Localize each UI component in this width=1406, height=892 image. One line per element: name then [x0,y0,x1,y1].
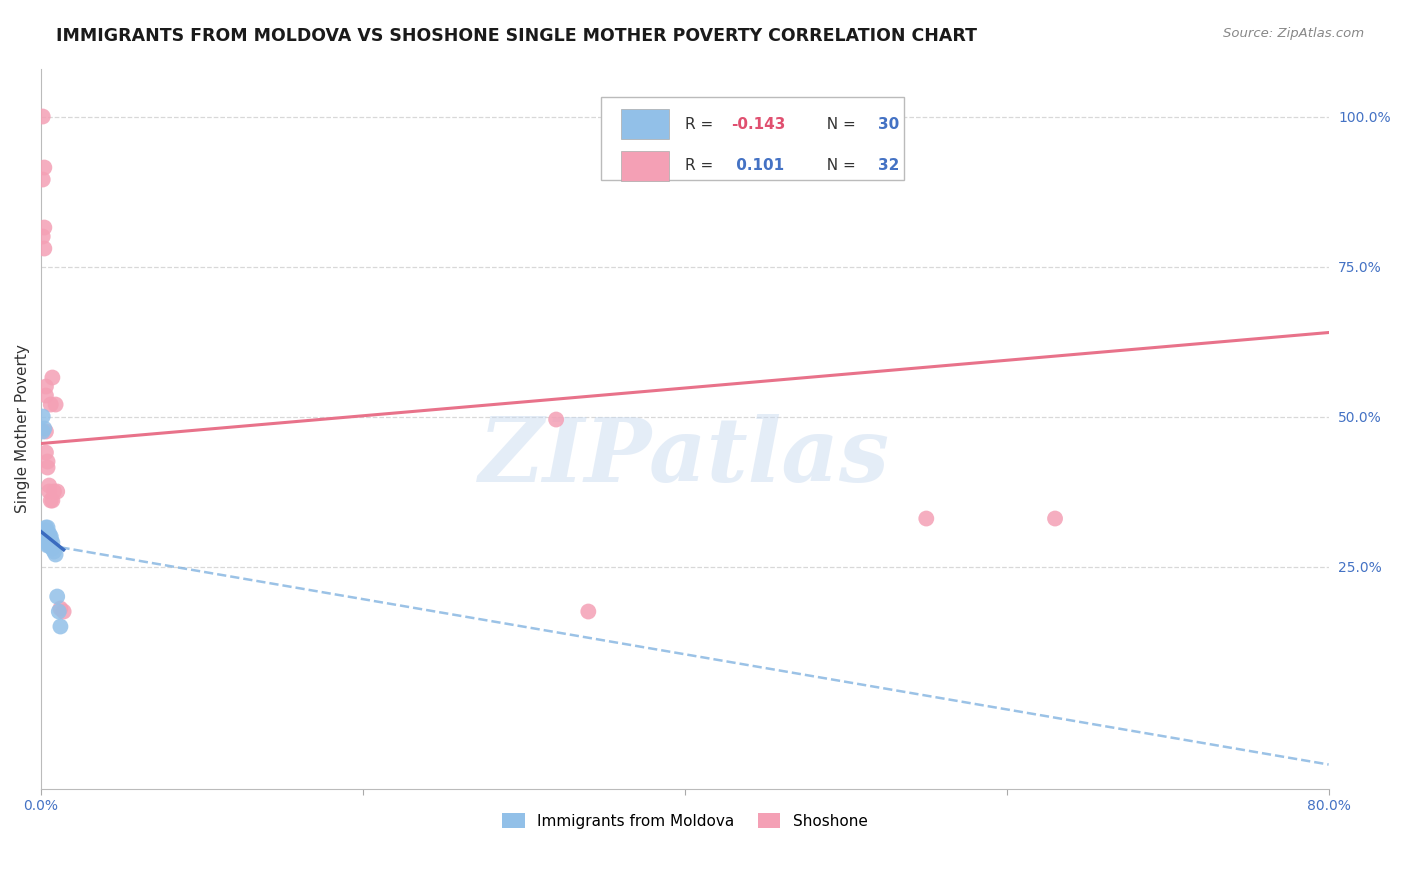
Point [35,524,58,538]
Point [1043,511,1066,525]
Point [39,533,62,547]
Point [31,229,53,244]
Text: N =: N = [817,158,860,173]
Point [35,445,58,459]
Text: 32: 32 [877,158,900,173]
Point [37,526,59,541]
Point [31,409,53,424]
Point [39,539,62,553]
Point [48,605,70,619]
Point [35,520,58,534]
Point [546,412,568,426]
Point [37,520,59,534]
Point [37,454,59,468]
Point [35,388,58,402]
Point [35,425,58,439]
Point [41,541,63,556]
Text: R =: R = [685,158,718,173]
Point [37,460,59,475]
Point [39,529,62,543]
Point [34,161,56,175]
Point [38,529,60,543]
Point [38,533,60,547]
Point [49,601,72,615]
Text: 30: 30 [877,117,900,132]
FancyBboxPatch shape [620,109,669,139]
Point [37,529,59,543]
Point [42,484,65,499]
Point [38,526,60,541]
Point [38,539,60,553]
Text: ZIPatlas: ZIPatlas [479,414,890,500]
Point [45,398,67,412]
Point [34,421,56,435]
Point [52,605,75,619]
Point [37,533,59,547]
Point [31,172,53,186]
Point [31,425,53,439]
Point [38,484,60,499]
Point [35,526,58,541]
Point [42,544,65,558]
Text: R =: R = [685,117,718,132]
Point [46,484,69,499]
Legend: Immigrants from Moldova, Shoshone: Immigrants from Moldova, Shoshone [496,806,873,835]
Text: Source: ZipAtlas.com: Source: ZipAtlas.com [1223,27,1364,40]
Text: 0.101: 0.101 [731,158,785,173]
Point [35,533,58,547]
Point [35,529,58,543]
Point [576,605,599,619]
Point [915,511,938,525]
Point [31,110,53,124]
Point [38,478,60,492]
Y-axis label: Single Mother Poverty: Single Mother Poverty [15,344,30,513]
Point [37,539,59,553]
Point [34,526,56,541]
FancyBboxPatch shape [602,97,904,180]
Text: N =: N = [817,117,860,132]
Point [37,535,59,549]
Point [34,220,56,235]
Point [49,619,72,633]
Text: IMMIGRANTS FROM MOLDOVA VS SHOSHONE SINGLE MOTHER POVERTY CORRELATION CHART: IMMIGRANTS FROM MOLDOVA VS SHOSHONE SING… [56,27,977,45]
Point [41,535,63,549]
Point [39,398,62,412]
Point [39,493,62,508]
FancyBboxPatch shape [620,151,669,181]
Point [31,526,53,541]
Text: -0.143: -0.143 [731,117,786,132]
Point [41,370,63,384]
Point [45,548,67,562]
Point [34,242,56,256]
Point [35,379,58,393]
Point [46,590,69,604]
Point [41,493,63,508]
